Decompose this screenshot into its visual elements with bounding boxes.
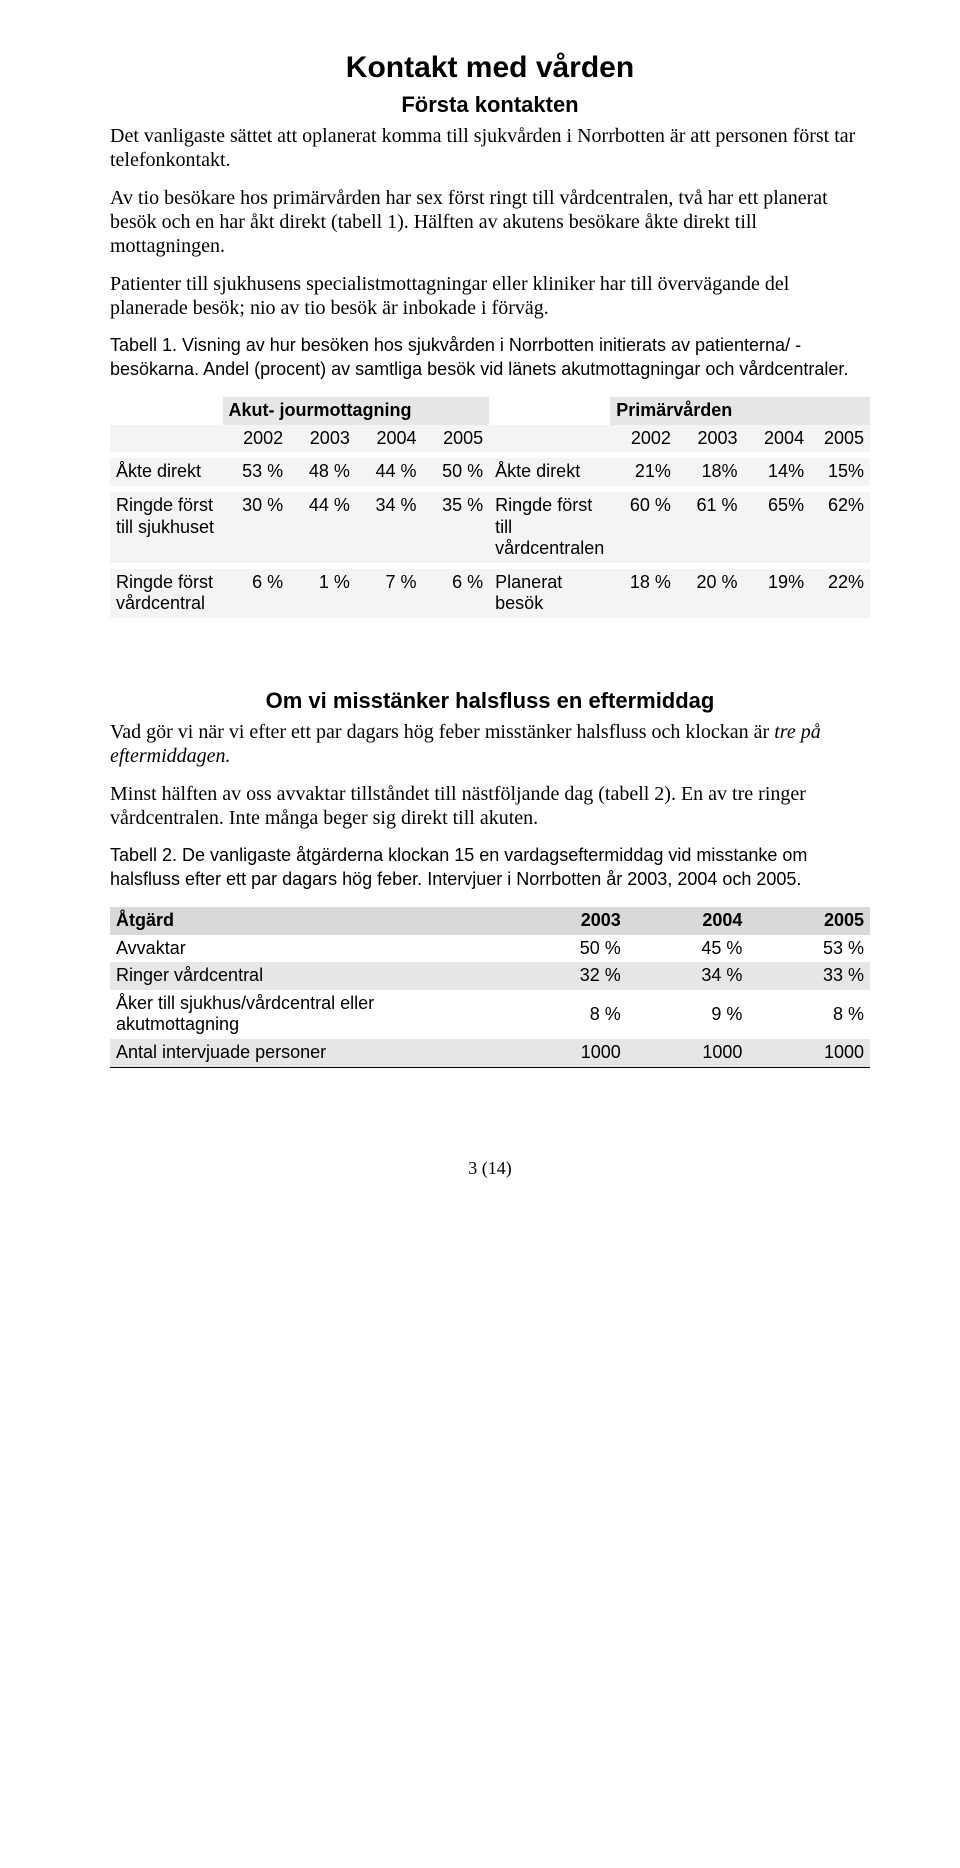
table2-r2-label: Åker till sjukhus/vårdcentral eller akut… — [110, 990, 505, 1039]
table1-row1-r0: 60 % — [610, 492, 677, 563]
table2-r2-v2: 8 % — [748, 990, 870, 1039]
section2-p1-a: Vad gör vi när vi efter ett par dagars h… — [110, 721, 774, 743]
table2-r3-v0: 1000 — [505, 1039, 627, 1067]
table2-caption-text: De vanligaste åtgärderna klockan 15 en v… — [110, 845, 807, 888]
table1-row0-l2: 44 % — [356, 458, 423, 486]
table1-row1-l3: 35 % — [423, 492, 490, 563]
table2-h3: 2005 — [748, 907, 870, 935]
table1-year-r-0: 2002 — [610, 425, 677, 453]
table2-r3-v2: 1000 — [748, 1039, 870, 1067]
table1-row2-l2: 7 % — [356, 569, 423, 618]
table1-header-right: Primärvården — [610, 397, 870, 425]
table1-header-row: Akut- jourmottagning Primärvården — [110, 397, 870, 425]
page-title: Kontakt med vården — [110, 50, 870, 86]
table1-row2-lbl-l: Ringde först vårdcentral — [110, 569, 223, 618]
table-2: Åtgärd 2003 2004 2005 Avvaktar 50 % 45 %… — [110, 907, 870, 1068]
section-subtitle: Första kontakten — [110, 92, 870, 118]
table2-r2-v1: 9 % — [627, 990, 749, 1039]
table1-row0-r1: 18% — [677, 458, 744, 486]
table1-row2-l1: 1 % — [289, 569, 356, 618]
table1-row0-l0: 53 % — [223, 458, 290, 486]
table1-year-l-3: 2005 — [423, 425, 490, 453]
page-footer: 3 (14) — [110, 1158, 870, 1180]
table1-row2-r3: 22% — [810, 569, 870, 618]
table1-year-l-0: 2002 — [223, 425, 290, 453]
table2-row-2: Åker till sjukhus/vårdcentral eller akut… — [110, 990, 870, 1039]
table2-r3-label: Antal intervjuade personer — [110, 1039, 505, 1067]
table2-r1-v2: 33 % — [748, 962, 870, 990]
table1-row1-l0: 30 % — [223, 492, 290, 563]
table1-row0-r2: 14% — [744, 458, 811, 486]
table1-row2-r2: 19% — [744, 569, 811, 618]
table1-row0-lbl-r: Åkte direkt — [489, 458, 610, 486]
table2-h1: 2003 — [505, 907, 627, 935]
table1-year-r-3: 2005 — [810, 425, 870, 453]
table1-row1-r1: 61 % — [677, 492, 744, 563]
table1-row-1: Ringde först till sjukhuset 30 % 44 % 34… — [110, 492, 870, 563]
table2-r0-v1: 45 % — [627, 935, 749, 963]
table1-row-0: Åkte direkt 53 % 48 % 44 % 50 % Åkte dir… — [110, 458, 870, 486]
table2-r1-v0: 32 % — [505, 962, 627, 990]
table1-row2-lbl-r: Planerat besök — [489, 569, 610, 618]
table1-row1-r2: 65% — [744, 492, 811, 563]
table2-r0-label: Avvaktar — [110, 935, 505, 963]
table2-h0: Åtgärd — [110, 907, 505, 935]
table1-years-row: 2002 2003 2004 2005 2002 2003 2004 2005 — [110, 425, 870, 453]
table1-row1-l2: 34 % — [356, 492, 423, 563]
table2-row-1: Ringer vårdcentral 32 % 34 % 33 % — [110, 962, 870, 990]
table2-r2-v0: 8 % — [505, 990, 627, 1039]
table1-row0-l3: 50 % — [423, 458, 490, 486]
table1-row1-lbl-l: Ringde först till sjukhuset — [110, 492, 223, 563]
paragraph-1: Det vanligaste sättet att oplanerat komm… — [110, 124, 870, 172]
table1-row1-lbl-r: Ringde först till vårdcentralen — [489, 492, 610, 563]
paragraph-3: Patienter till sjukhusens specialistmott… — [110, 272, 870, 320]
table2-r0-v0: 50 % — [505, 935, 627, 963]
table1-row2-r1: 20 % — [677, 569, 744, 618]
section2-heading: Om vi misstänker halsfluss en eftermidda… — [110, 688, 870, 714]
table1-row0-lbl-l: Åkte direkt — [110, 458, 223, 486]
table1-year-r-2: 2004 — [744, 425, 811, 453]
table2-h2: 2004 — [627, 907, 749, 935]
table-1: Akut- jourmottagning Primärvården 2002 2… — [110, 397, 870, 618]
table2-header-row: Åtgärd 2003 2004 2005 — [110, 907, 870, 935]
table1-row1-r3: 62% — [810, 492, 870, 563]
table2-r0-v2: 53 % — [748, 935, 870, 963]
table1-year-l-1: 2003 — [289, 425, 356, 453]
table2-row-0: Avvaktar 50 % 45 % 53 % — [110, 935, 870, 963]
table1-header-left: Akut- jourmottagning — [223, 397, 490, 425]
table2-caption-prefix: Tabell 2. — [110, 845, 182, 865]
table1-caption-text: Visning av hur besöken hos sjukvården i … — [110, 335, 848, 378]
table2-row-3: Antal intervjuade personer 1000 1000 100… — [110, 1039, 870, 1067]
table1-row-2: Ringde först vårdcentral 6 % 1 % 7 % 6 %… — [110, 569, 870, 618]
table1-year-r-1: 2003 — [677, 425, 744, 453]
table1-row0-l1: 48 % — [289, 458, 356, 486]
table2-r1-label: Ringer vårdcentral — [110, 962, 505, 990]
table2-r3-v1: 1000 — [627, 1039, 749, 1067]
section2-p1: Vad gör vi när vi efter ett par dagars h… — [110, 720, 870, 768]
table1-row2-l3: 6 % — [423, 569, 490, 618]
table1-row2-r0: 18 % — [610, 569, 677, 618]
table1-caption-prefix: Tabell 1. — [110, 335, 182, 355]
table1-caption: Tabell 1. Visning av hur besöken hos sju… — [110, 334, 870, 381]
table1-row2-l0: 6 % — [223, 569, 290, 618]
table2-r1-v1: 34 % — [627, 962, 749, 990]
table1-row1-l1: 44 % — [289, 492, 356, 563]
table1-year-l-2: 2004 — [356, 425, 423, 453]
table1-row0-r3: 15% — [810, 458, 870, 486]
table1-row0-r0: 21% — [610, 458, 677, 486]
table2-caption: Tabell 2. De vanligaste åtgärderna klock… — [110, 844, 870, 891]
section2-p2: Minst hälften av oss avvaktar tillstånde… — [110, 782, 870, 830]
paragraph-2: Av tio besökare hos primärvården har sex… — [110, 186, 870, 258]
